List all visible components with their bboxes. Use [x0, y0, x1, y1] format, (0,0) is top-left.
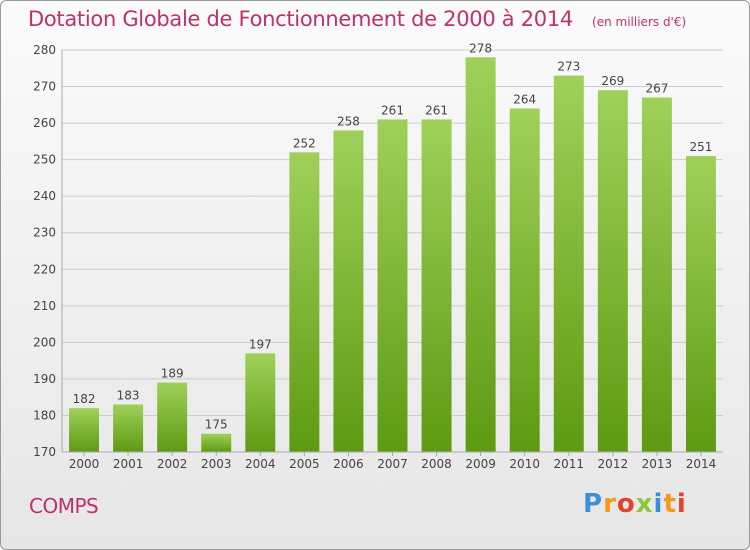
logo-letter: x	[635, 489, 654, 519]
bar-value-label: 269	[601, 74, 624, 88]
y-tick-label: 230	[33, 226, 56, 240]
y-tick-label: 240	[33, 189, 56, 203]
x-tick-label: 2009	[465, 457, 496, 471]
logo-letter: P	[583, 489, 604, 519]
bar-value-label: 264	[513, 92, 536, 106]
bar	[377, 119, 408, 452]
x-tick-label: 2010	[509, 457, 540, 471]
bar	[597, 90, 628, 452]
bar	[509, 108, 540, 453]
title-row: Dotation Globale de Fonctionnement de 20…	[28, 7, 686, 31]
bar-value-label: 261	[381, 103, 404, 117]
bar	[201, 433, 232, 452]
x-tick-label: 2000	[69, 457, 100, 471]
bar	[289, 152, 320, 452]
y-tick-label: 250	[33, 153, 56, 167]
y-tick-label: 190	[33, 372, 56, 386]
logo-letter: o	[616, 489, 636, 519]
bar	[69, 408, 100, 452]
bar	[421, 119, 452, 452]
commune-name: COMPS	[29, 494, 99, 518]
bar-value-label: 267	[645, 82, 668, 96]
chart-unit: (en milliers d'€)	[592, 15, 687, 29]
logo-letter: t	[663, 489, 677, 519]
logo-letter: i	[653, 489, 664, 519]
bar	[333, 130, 364, 452]
bar	[465, 57, 496, 453]
x-tick-label: 2008	[421, 457, 452, 471]
bar-layer: 182 183 189 175 197 252 258 261 261 278 264 273 269 2…	[69, 41, 716, 453]
x-tick-label: 2002	[157, 457, 188, 471]
x-tick-label: 2004	[245, 457, 276, 471]
x-tick-label: 2013	[642, 457, 673, 471]
bar	[245, 353, 276, 452]
logo-letter: i	[676, 489, 687, 519]
bar-value-label: 197	[249, 337, 272, 351]
bar-value-label: 252	[293, 136, 316, 150]
axis-layer: 170 180 190 200 210 220 230 240 250 260 270 280 2000…	[33, 43, 723, 471]
bar-value-label: 182	[73, 392, 96, 406]
x-tick-label: 2014	[686, 457, 717, 471]
x-tick-label: 2003	[201, 457, 232, 471]
bar-value-label: 278	[469, 41, 492, 55]
x-tick-label: 2011	[553, 457, 584, 471]
bar-value-label: 183	[117, 388, 140, 402]
bar	[685, 155, 716, 452]
bar-value-label: 273	[557, 60, 580, 74]
y-tick-label: 210	[33, 299, 56, 313]
bar-value-label: 261	[425, 103, 448, 117]
y-tick-label: 280	[33, 43, 56, 57]
x-tick-label: 2005	[289, 457, 320, 471]
x-tick-label: 2001	[113, 457, 144, 471]
y-tick-label: 180	[33, 408, 56, 422]
x-tick-label: 2006	[333, 457, 364, 471]
bar	[157, 382, 188, 452]
proxiti-logo[interactable]: Proxiti	[583, 489, 687, 519]
y-tick-label: 260	[33, 116, 56, 130]
x-tick-label: 2007	[377, 457, 408, 471]
y-tick-label: 200	[33, 335, 56, 349]
x-tick-label: 2012	[598, 457, 629, 471]
y-tick-label: 170	[33, 445, 56, 459]
bar	[553, 75, 584, 452]
logo-letter: r	[603, 489, 617, 519]
bar-value-label: 251	[690, 140, 713, 154]
bar	[113, 404, 144, 452]
bar-value-label: 258	[337, 114, 360, 128]
y-tick-label: 220	[33, 262, 56, 276]
bar-value-label: 189	[161, 367, 184, 381]
y-tick-label: 270	[33, 80, 56, 94]
bar-value-label: 175	[205, 418, 228, 432]
chart-title: Dotation Globale de Fonctionnement de 20…	[28, 7, 573, 31]
bar	[641, 97, 672, 452]
